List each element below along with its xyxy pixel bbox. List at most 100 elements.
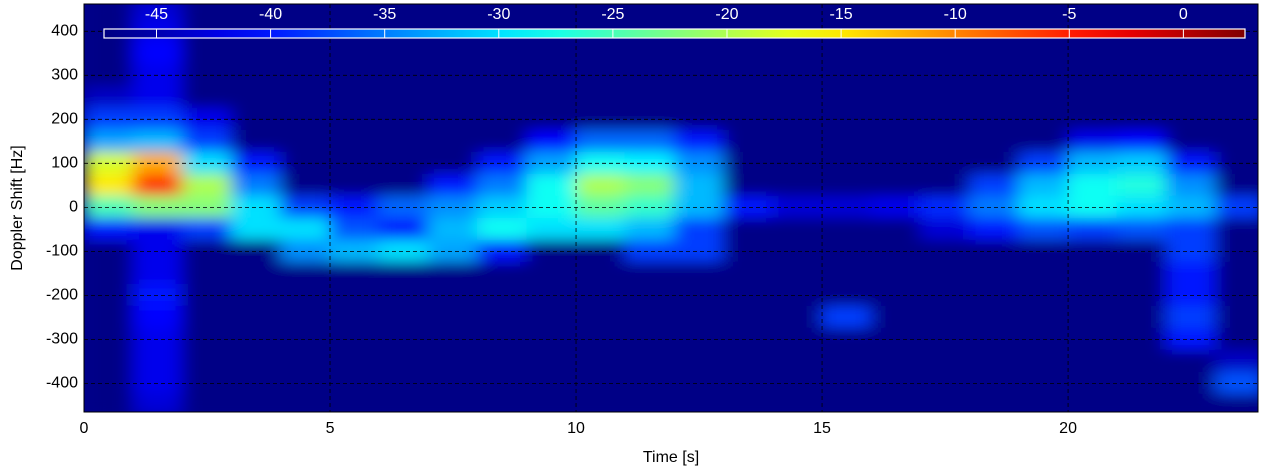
cell: [1116, 305, 1167, 329]
cell: [280, 393, 331, 412]
cell: [575, 393, 626, 412]
cell: [1116, 129, 1167, 153]
cell: [526, 4, 577, 21]
cell: [280, 41, 331, 65]
cell: [1165, 85, 1217, 109]
cell: [821, 305, 872, 329]
y-tick-label: 400: [51, 23, 78, 40]
cell: [181, 85, 233, 109]
cell: [673, 195, 725, 219]
cell: [280, 4, 331, 21]
cell: [329, 129, 380, 153]
cell: [870, 4, 921, 21]
cell: [821, 327, 872, 351]
cell: [231, 371, 282, 395]
cell: [378, 349, 429, 373]
cell: [1116, 85, 1167, 109]
cell: [1165, 349, 1217, 373]
y-axis-label: Doppler Shift [Hz]: [9, 145, 26, 270]
cell: [231, 305, 282, 329]
cell: [772, 239, 823, 263]
cell: [1116, 4, 1167, 21]
cell: [723, 305, 774, 329]
cell: [427, 41, 479, 65]
cell: [821, 41, 872, 65]
cell: [427, 151, 479, 175]
cell: [329, 349, 380, 373]
cell: [919, 129, 971, 153]
cell: [181, 107, 233, 131]
cell: [526, 261, 577, 285]
cell: [772, 195, 823, 219]
cell: [329, 4, 380, 21]
cell: [231, 151, 282, 175]
cell: [870, 129, 921, 153]
cell: [280, 371, 331, 395]
cell: [378, 371, 429, 395]
cell: [1215, 107, 1258, 131]
cell: [280, 239, 331, 263]
cell: [870, 327, 921, 351]
cell: [329, 41, 380, 65]
cell: [870, 393, 921, 412]
cell: [477, 327, 528, 351]
cell: [181, 151, 233, 175]
cell: [84, 349, 134, 373]
cell: [1116, 349, 1167, 373]
cell: [526, 327, 577, 351]
y-tick-label: -300: [46, 331, 78, 348]
colorbar-tick-label: -20: [715, 6, 738, 23]
cell: [575, 305, 626, 329]
cell: [624, 305, 675, 329]
cell: [723, 217, 774, 241]
cell: [378, 217, 429, 241]
cell: [723, 151, 774, 175]
cell: [1116, 41, 1167, 65]
cell: [723, 261, 774, 285]
cell: [919, 349, 971, 373]
cell: [772, 107, 823, 131]
cell: [84, 173, 134, 197]
cell: [181, 239, 233, 263]
cell: [870, 217, 921, 241]
cell: [329, 85, 380, 109]
cell: [624, 217, 675, 241]
cell: [181, 305, 233, 329]
cell: [329, 107, 380, 131]
cell: [1018, 261, 1069, 285]
cell: [1018, 41, 1069, 65]
cell: [132, 305, 183, 329]
cell: [575, 327, 626, 351]
cell: [1067, 261, 1118, 285]
cell: [526, 107, 577, 131]
cell: [84, 41, 134, 65]
cell: [427, 327, 479, 351]
cell: [231, 195, 282, 219]
cell: [526, 195, 577, 219]
cell: [132, 4, 183, 21]
cell: [526, 239, 577, 263]
cell: [723, 129, 774, 153]
cell: [1215, 173, 1258, 197]
cell: [231, 85, 282, 109]
cell: [1067, 349, 1118, 373]
cell: [1215, 4, 1258, 21]
cell: [526, 217, 577, 241]
cell: [723, 393, 774, 412]
colorbar-tick-label: -30: [487, 6, 510, 23]
cell: [378, 393, 429, 412]
cell: [280, 151, 331, 175]
cell: [280, 173, 331, 197]
cell: [132, 349, 183, 373]
cell: [1116, 261, 1167, 285]
cell: [329, 151, 380, 175]
cell: [821, 195, 872, 219]
cell: [723, 41, 774, 65]
cell: [575, 4, 626, 21]
cell: [1018, 217, 1069, 241]
cell: [870, 349, 921, 373]
cell: [477, 85, 528, 109]
cell: [772, 261, 823, 285]
cell: [1215, 349, 1258, 373]
cell: [673, 173, 725, 197]
